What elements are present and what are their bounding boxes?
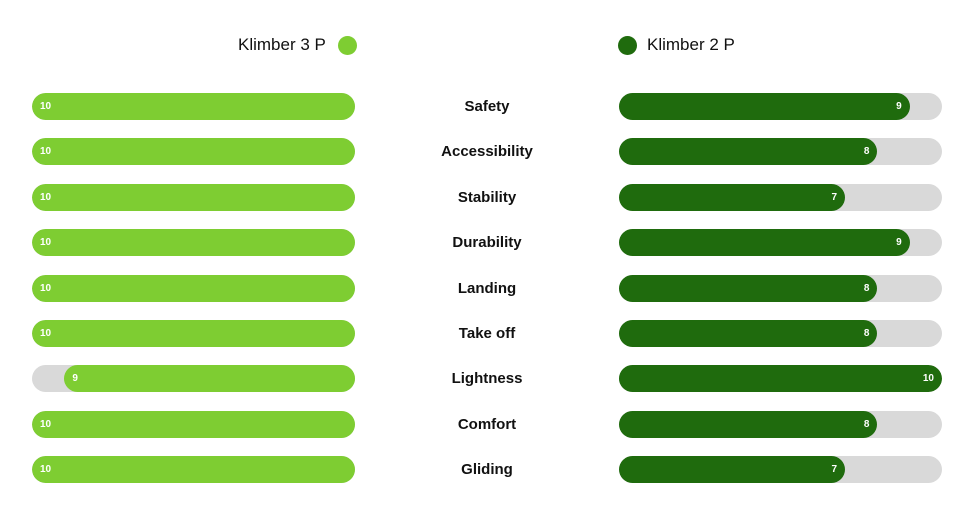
bar-value-label: 9	[896, 101, 902, 112]
bar-track-klimber-2p: 10	[619, 365, 942, 392]
bar-value-label: 10	[40, 192, 52, 203]
bar-klimber-3p: 10	[32, 138, 355, 165]
bar-track-klimber-2p: 8	[619, 138, 942, 165]
chart-row-gliding: 10 Gliding 7	[0, 456, 976, 483]
bar-klimber-3p: 10	[32, 184, 355, 211]
bar-value-label: 10	[40, 283, 52, 294]
bar-klimber-3p: 10	[32, 320, 355, 347]
bar-value-label: 8	[863, 146, 870, 157]
bar-track-klimber-2p: 9	[619, 93, 942, 120]
bar-track-klimber-3p: 10	[32, 320, 355, 347]
category-label: Stability	[457, 189, 517, 206]
bar-value-label: 10	[40, 464, 52, 475]
bar-value-label: 7	[831, 464, 838, 475]
legend-label-klimber-3p: Klimber 3 P	[238, 35, 326, 54]
category-label: Lightness	[451, 370, 523, 387]
chart-row-take-off: 10 Take off 8	[0, 320, 976, 347]
legend-klimber-3p: Klimber 3 P	[238, 34, 357, 56]
category-label: Accessibility	[441, 143, 533, 160]
bar-value-label: 10	[40, 419, 52, 430]
category-label: Safety	[464, 98, 510, 115]
category-label: Take off	[458, 325, 516, 342]
bar-value-label: 9	[896, 237, 902, 248]
bar-value-label: 9	[72, 373, 78, 384]
bar-value-label: 10	[40, 146, 52, 157]
bar-klimber-3p: 10	[32, 275, 355, 302]
bar-value-label: 8	[863, 419, 870, 430]
legend-label-klimber-2p: Klimber 2 P	[647, 35, 735, 54]
bar-klimber-2p: 8	[619, 275, 878, 302]
bar-klimber-3p: 10	[32, 411, 355, 438]
legend-dot-klimber-3p	[337, 35, 357, 55]
bar-klimber-2p: 8	[619, 320, 878, 347]
legend-dot-klimber-2p	[618, 35, 637, 55]
bar-value-label: 10	[40, 328, 52, 339]
bar-track-klimber-3p: 10	[32, 229, 355, 256]
category-label: Durability	[452, 234, 522, 251]
bar-klimber-2p: 7	[619, 456, 846, 483]
bar-track-klimber-2p: 7	[619, 184, 942, 211]
bar-track-klimber-3p: 10	[32, 275, 355, 302]
bar-value-label: 10	[40, 101, 52, 112]
bar-klimber-2p: 9	[619, 93, 910, 120]
chart-row-stability: 10 Stability 7	[0, 184, 976, 211]
bar-track-klimber-3p: 10	[32, 456, 355, 483]
bar-track-klimber-3p: 10	[32, 138, 355, 165]
bar-klimber-3p: 10	[32, 229, 355, 256]
bar-track-klimber-3p: 10	[32, 184, 355, 211]
category-label: Landing	[457, 280, 517, 297]
bar-track-klimber-2p: 8	[619, 320, 942, 347]
bar-klimber-3p: 10	[32, 93, 355, 120]
bar-klimber-3p: 10	[32, 456, 355, 483]
bar-value-label: 8	[863, 328, 870, 339]
bar-value-label: 7	[831, 192, 838, 203]
bar-track-klimber-3p: 9	[32, 365, 355, 392]
bar-track-klimber-2p: 8	[619, 411, 942, 438]
chart-row-accessibility: 10 Accessibility 8	[0, 138, 976, 165]
bar-klimber-2p: 10	[619, 365, 942, 392]
chart-row-lightness: 9 Lightness 10	[0, 365, 976, 392]
chart-row-comfort: 10 Comfort 8	[0, 411, 976, 438]
category-label: Comfort	[457, 416, 517, 433]
bar-klimber-3p: 9	[64, 365, 355, 392]
chart-row-safety: 10 Safety 9	[0, 93, 976, 120]
bar-value-label: 8	[863, 283, 870, 294]
legend-klimber-2p: Klimber 2 P	[618, 34, 735, 56]
chart-row-landing: 10 Landing 8	[0, 275, 976, 302]
category-label: Gliding	[461, 461, 513, 478]
bar-klimber-2p: 9	[619, 229, 910, 256]
bar-value-label: 10	[922, 373, 934, 384]
bar-track-klimber-3p: 10	[32, 93, 355, 120]
chart-row-durability: 10 Durability 9	[0, 229, 976, 256]
bar-klimber-2p: 7	[619, 184, 846, 211]
bar-track-klimber-2p: 8	[619, 275, 942, 302]
bar-track-klimber-3p: 10	[32, 411, 355, 438]
bar-track-klimber-2p: 9	[619, 229, 942, 256]
bar-track-klimber-2p: 7	[619, 456, 942, 483]
bar-value-label: 10	[40, 237, 52, 248]
bar-klimber-2p: 8	[619, 138, 878, 165]
bar-klimber-2p: 8	[619, 411, 878, 438]
